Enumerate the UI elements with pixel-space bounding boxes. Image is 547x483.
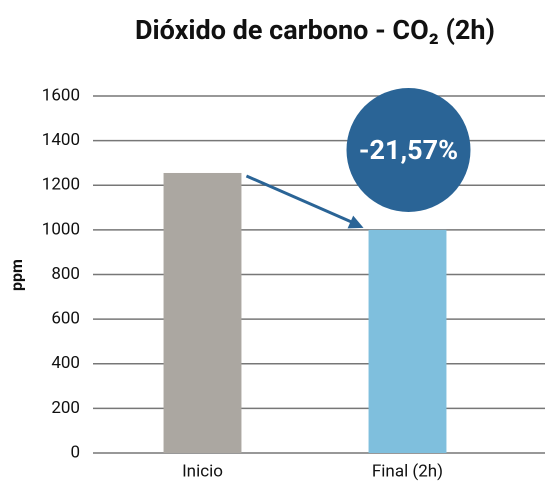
- arrow-line: [245, 174, 355, 225]
- bar: [163, 172, 242, 453]
- y-tick-label: 800: [51, 264, 80, 284]
- y-tick-label: 1400: [42, 130, 80, 150]
- annotation-circle: [346, 88, 471, 212]
- bar: [368, 229, 447, 453]
- x-tick-label: Final (2h): [372, 461, 443, 481]
- arrow-head: [347, 215, 364, 229]
- chart-title: Dióxido de carbono - CO₂ (2h): [135, 14, 495, 46]
- y-tick-label: 200: [51, 398, 80, 418]
- annotation: -21,57%: [359, 134, 458, 166]
- y-tick-label: 1600: [42, 85, 80, 105]
- y-tick-label: 600: [51, 309, 80, 329]
- y-tick-label: 0: [70, 442, 80, 462]
- y-tick-label: 1200: [42, 175, 80, 195]
- y-axis-label: ppm: [7, 259, 26, 291]
- y-tick-label: 1000: [42, 219, 80, 239]
- x-tick-label: Inicio: [182, 461, 223, 481]
- y-tick-label: 400: [51, 353, 80, 373]
